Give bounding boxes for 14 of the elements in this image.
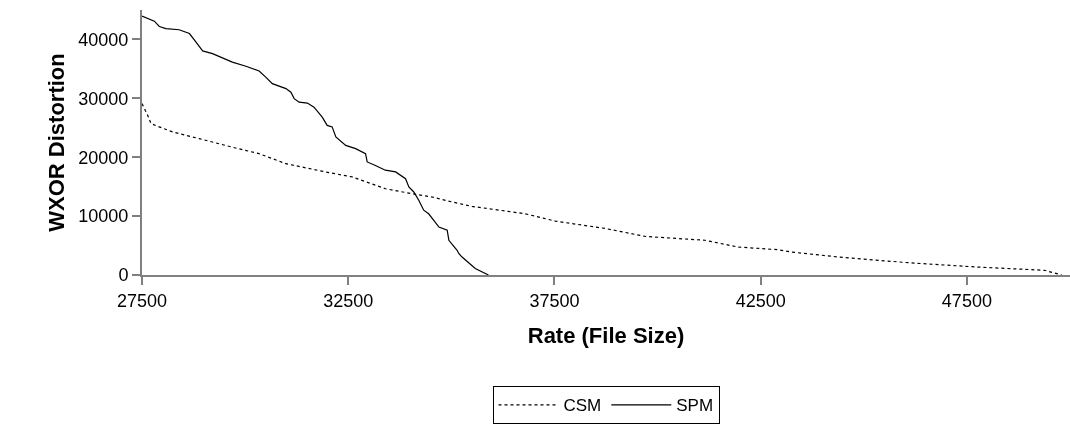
x-tick-label: 37500	[529, 290, 580, 311]
y-axis-title: WXOR Distortion	[43, 53, 69, 232]
y-tick-label: 0	[118, 265, 129, 286]
legend-label: CSM	[563, 396, 602, 416]
x-tick-label: 27500	[116, 290, 168, 311]
x-tick-label: 42500	[735, 290, 786, 311]
x-tick-label: 32500	[323, 290, 374, 311]
legend-label: SPM	[676, 396, 714, 416]
y-tick-label: 10000	[78, 206, 129, 227]
x-tick-label: 47500	[941, 290, 992, 311]
x-axis-title: Rate (File Size)	[527, 323, 685, 348]
y-tick-label: 40000	[78, 29, 129, 50]
y-tick-label: 30000	[78, 88, 129, 109]
y-tick-label: 20000	[78, 147, 129, 168]
